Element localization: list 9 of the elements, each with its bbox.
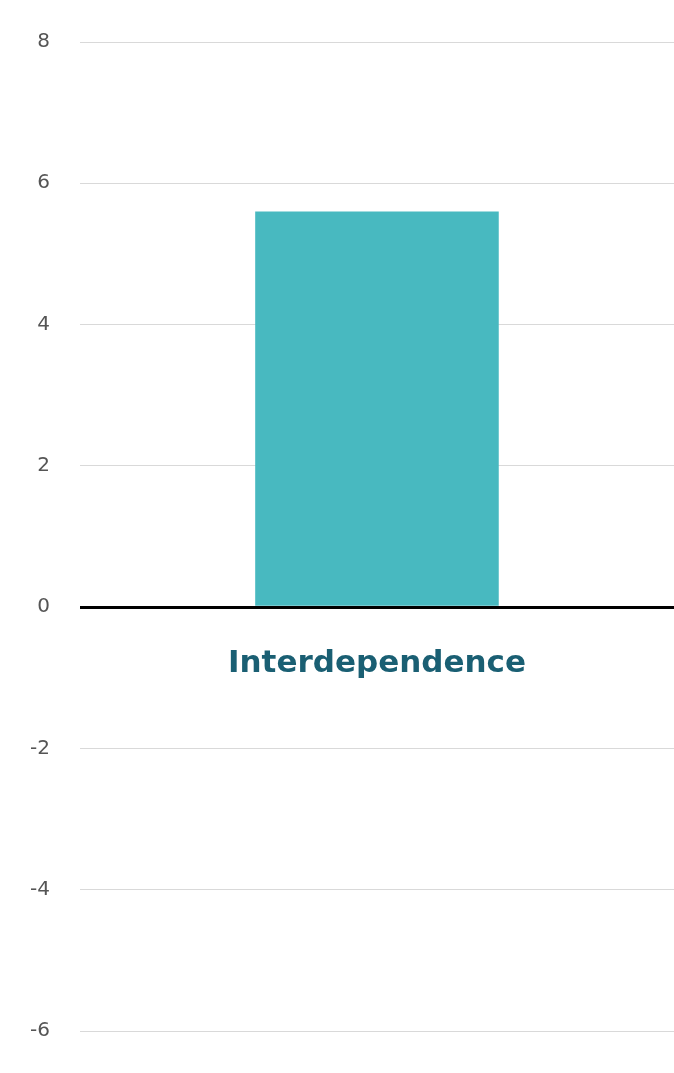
y-tick-label: -6 — [29, 1017, 50, 1042]
y-tick-label: 6 — [37, 169, 50, 194]
y-tick-label: 2 — [37, 452, 50, 477]
y-tick-label: 4 — [37, 310, 50, 335]
y-tick-label: 8 — [37, 28, 50, 53]
y-tick-label: -2 — [29, 734, 50, 759]
x-tick-label: Interdependence — [228, 643, 526, 680]
y-tick-label: 0 — [37, 593, 50, 618]
y-tick-label: -4 — [29, 875, 50, 900]
